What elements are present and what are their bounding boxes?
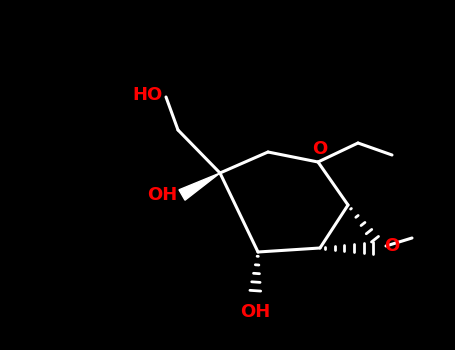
Text: OH: OH xyxy=(240,303,270,321)
Polygon shape xyxy=(179,173,220,200)
Text: OH: OH xyxy=(147,186,177,204)
Text: O: O xyxy=(384,237,399,255)
Text: O: O xyxy=(313,140,328,158)
Text: HO: HO xyxy=(133,86,163,104)
